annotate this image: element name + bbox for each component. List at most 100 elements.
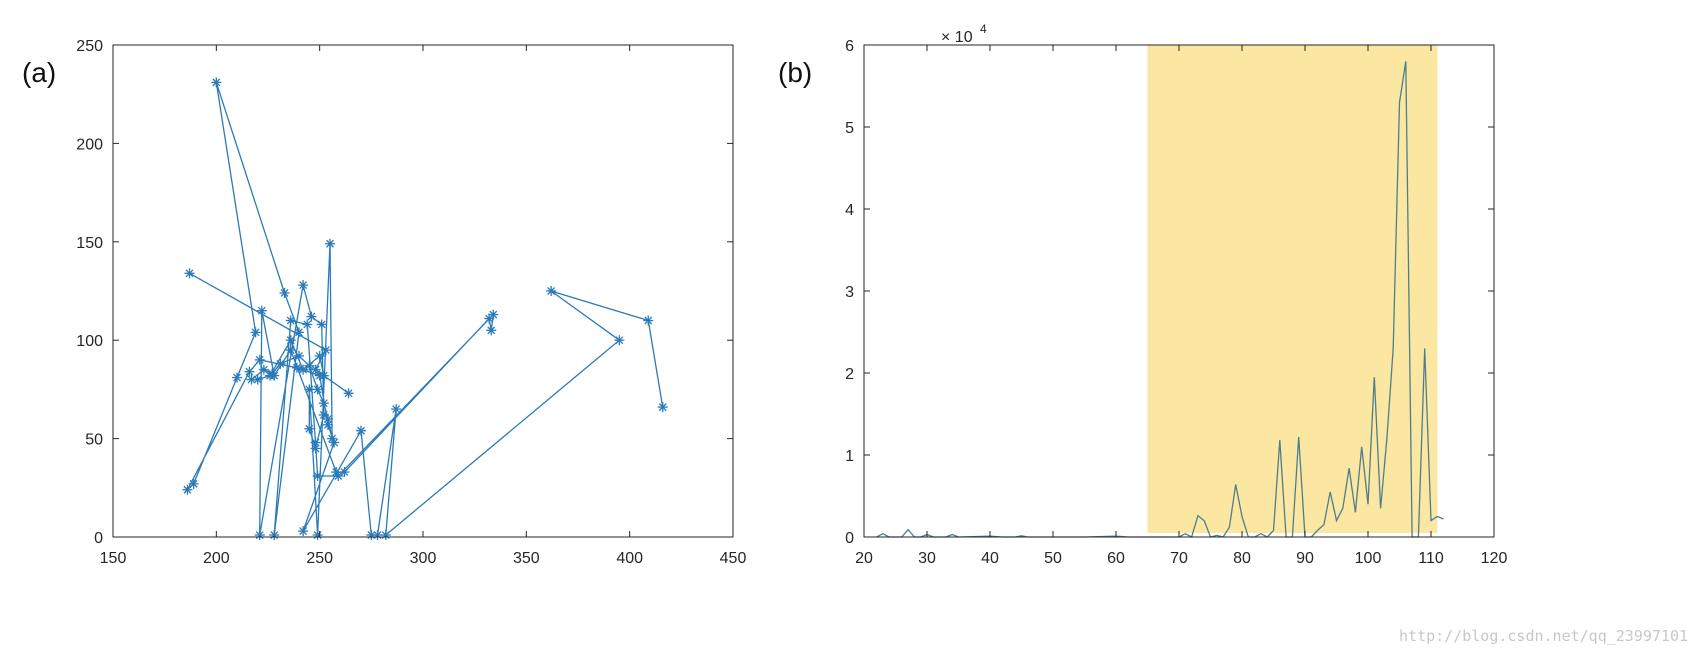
panel-a-data-point <box>304 360 315 371</box>
panel-a-data-point <box>312 470 323 481</box>
panel-b-xtick-label: 120 <box>1481 550 1508 567</box>
panel-a-data-point <box>356 425 366 436</box>
panel-a-data-point <box>316 319 327 330</box>
panel-b-ytick-label: 1 <box>845 448 854 465</box>
panel-b-xtick-label: 60 <box>1107 550 1125 567</box>
panel-a-data-point <box>304 384 315 395</box>
panel-a-data-point <box>486 325 497 336</box>
panel-a-data-point <box>312 530 323 541</box>
panel-b-exponent-prefix: × 10 <box>941 29 973 46</box>
panel-a-data-point <box>380 530 391 541</box>
panel-a-data-point <box>298 280 309 291</box>
panel-a-data-point <box>254 530 265 541</box>
panel-a-data-point <box>546 286 557 296</box>
panel-b-xtick-label: 70 <box>1170 550 1188 567</box>
panel-a-data-point <box>302 319 313 330</box>
panel-b-ytick-label: 3 <box>845 284 854 301</box>
panel-a-data-point <box>269 530 280 541</box>
panel-a-data-point <box>252 374 263 385</box>
panel-a-data-point <box>188 478 199 489</box>
panel-a-data-point <box>488 309 499 320</box>
panel-a-data-point <box>294 350 304 361</box>
panel-a-ytick-label: 100 <box>76 333 103 350</box>
panel-a-data-point <box>291 362 302 373</box>
panel-a-data-point <box>182 484 193 495</box>
panel-a-ytick-label: 250 <box>76 38 103 55</box>
panel-a-ytick-label: 50 <box>85 432 103 449</box>
panel-b-ytick-label: 2 <box>845 366 854 383</box>
panel-a-data-point <box>643 315 654 326</box>
panel-a-data-point <box>322 419 333 430</box>
panel-a-data-point <box>254 354 265 365</box>
panel-a-data-point <box>329 437 340 448</box>
panel-a-xtick-label: 250 <box>306 550 333 567</box>
panel-a-data-point <box>304 423 315 434</box>
panel-a-data-point <box>279 287 290 298</box>
panel-a-series-line <box>186 82 664 537</box>
panel-a-data-point <box>258 364 269 375</box>
panel-b-highlight-region <box>1147 45 1438 533</box>
panel-a-data-point <box>256 305 267 316</box>
watermark: http://blog.csdn.net/qq_23997101 <box>1399 627 1688 645</box>
panel-a-data-point <box>310 443 321 454</box>
panel-a-data-point <box>285 345 296 356</box>
panel-a-data-point <box>244 366 255 377</box>
panel-a-data-point <box>294 327 304 338</box>
panel-b-ytick-label: 5 <box>845 120 854 137</box>
panel-a-data-point <box>285 335 296 346</box>
panel-a-data-point <box>325 238 335 249</box>
panel-a-xtick-label: 200 <box>203 550 230 567</box>
panel-a-xtick-label: 300 <box>410 550 437 567</box>
panel-b-xtick-label: 80 <box>1233 550 1251 567</box>
panel-a-data-point <box>250 327 261 338</box>
panel-a-data-point <box>246 374 257 385</box>
panel-a-data-point <box>310 364 321 375</box>
panel-a-data-point <box>310 437 321 448</box>
panel-a-data-point <box>657 402 668 413</box>
panel-a-xtick-label: 350 <box>513 550 540 567</box>
panel-b-xtick-label: 50 <box>1044 550 1062 567</box>
panel-a-label: (a) <box>22 57 56 88</box>
panel-b-xtick-label: 30 <box>918 550 936 567</box>
panel-b-highlight-rect <box>1147 45 1438 533</box>
panel-a-data-point <box>318 409 329 420</box>
panel-a-data-point <box>614 335 625 346</box>
panel-a-data-point <box>285 315 296 326</box>
panel-a-xtick-label: 150 <box>100 550 127 567</box>
panel-b-ytick-label: 4 <box>845 202 854 219</box>
panel-a-ytick-label: 0 <box>94 530 103 547</box>
panel-b-xtick-label: 110 <box>1418 550 1444 567</box>
panel-b-exponent-power: 4 <box>980 22 987 36</box>
panel-a-data-point <box>314 350 325 361</box>
panel-b-ytick-label: 6 <box>845 38 854 55</box>
panel-a-data-point <box>306 311 317 322</box>
panel-a-data-point <box>298 526 309 537</box>
panel-a-data-point <box>318 398 329 409</box>
panel-a-data-point <box>275 358 286 369</box>
panel-b-xtick-label: 40 <box>981 550 999 567</box>
panel-a-data-point <box>184 268 195 279</box>
panel-a-data-point <box>269 370 280 381</box>
panel-a-data-point <box>211 77 222 88</box>
panel-b-label: (b) <box>778 57 812 88</box>
panel-b-xtick-label: 90 <box>1296 550 1314 567</box>
panel-b-xtick-label: 20 <box>855 550 873 567</box>
panel-a-ytick-label: 200 <box>76 136 103 153</box>
panel-a-data-point <box>333 470 344 481</box>
panel-a-xtick-label: 450 <box>720 550 747 567</box>
panel-a-axes: 150 200 250 300 350 400 450 0 50 100 150 200 250 <box>76 38 746 567</box>
panel-a-ytick-label: 150 <box>76 235 103 252</box>
panel-a-xtick-label: 400 <box>616 550 643 567</box>
panel-b-xtick-label: 100 <box>1355 550 1382 567</box>
panel-a-data-point <box>314 370 325 381</box>
panel-a-data-point <box>391 404 402 415</box>
panel-b-ytick-label: 0 <box>845 530 854 547</box>
chart-panel-a: (a) 150 200 250 300 350 400 450 0 50 100 150 200 250 <box>22 38 746 567</box>
panel-a-data-point <box>320 345 331 356</box>
chart-panel-b: (b) 20 30 40 50 60 70 80 90 100 110 120 0 1 2 3 4 5 6 × 1… <box>778 22 1507 567</box>
panel-a-axes-box <box>112 44 734 538</box>
panel-a-data-point <box>343 388 354 399</box>
panel-b-axes: 20 30 40 50 60 70 80 90 100 110 120 0 1 2 3 4 5 6 <box>845 38 1507 567</box>
panel-a-data-point <box>339 467 350 478</box>
